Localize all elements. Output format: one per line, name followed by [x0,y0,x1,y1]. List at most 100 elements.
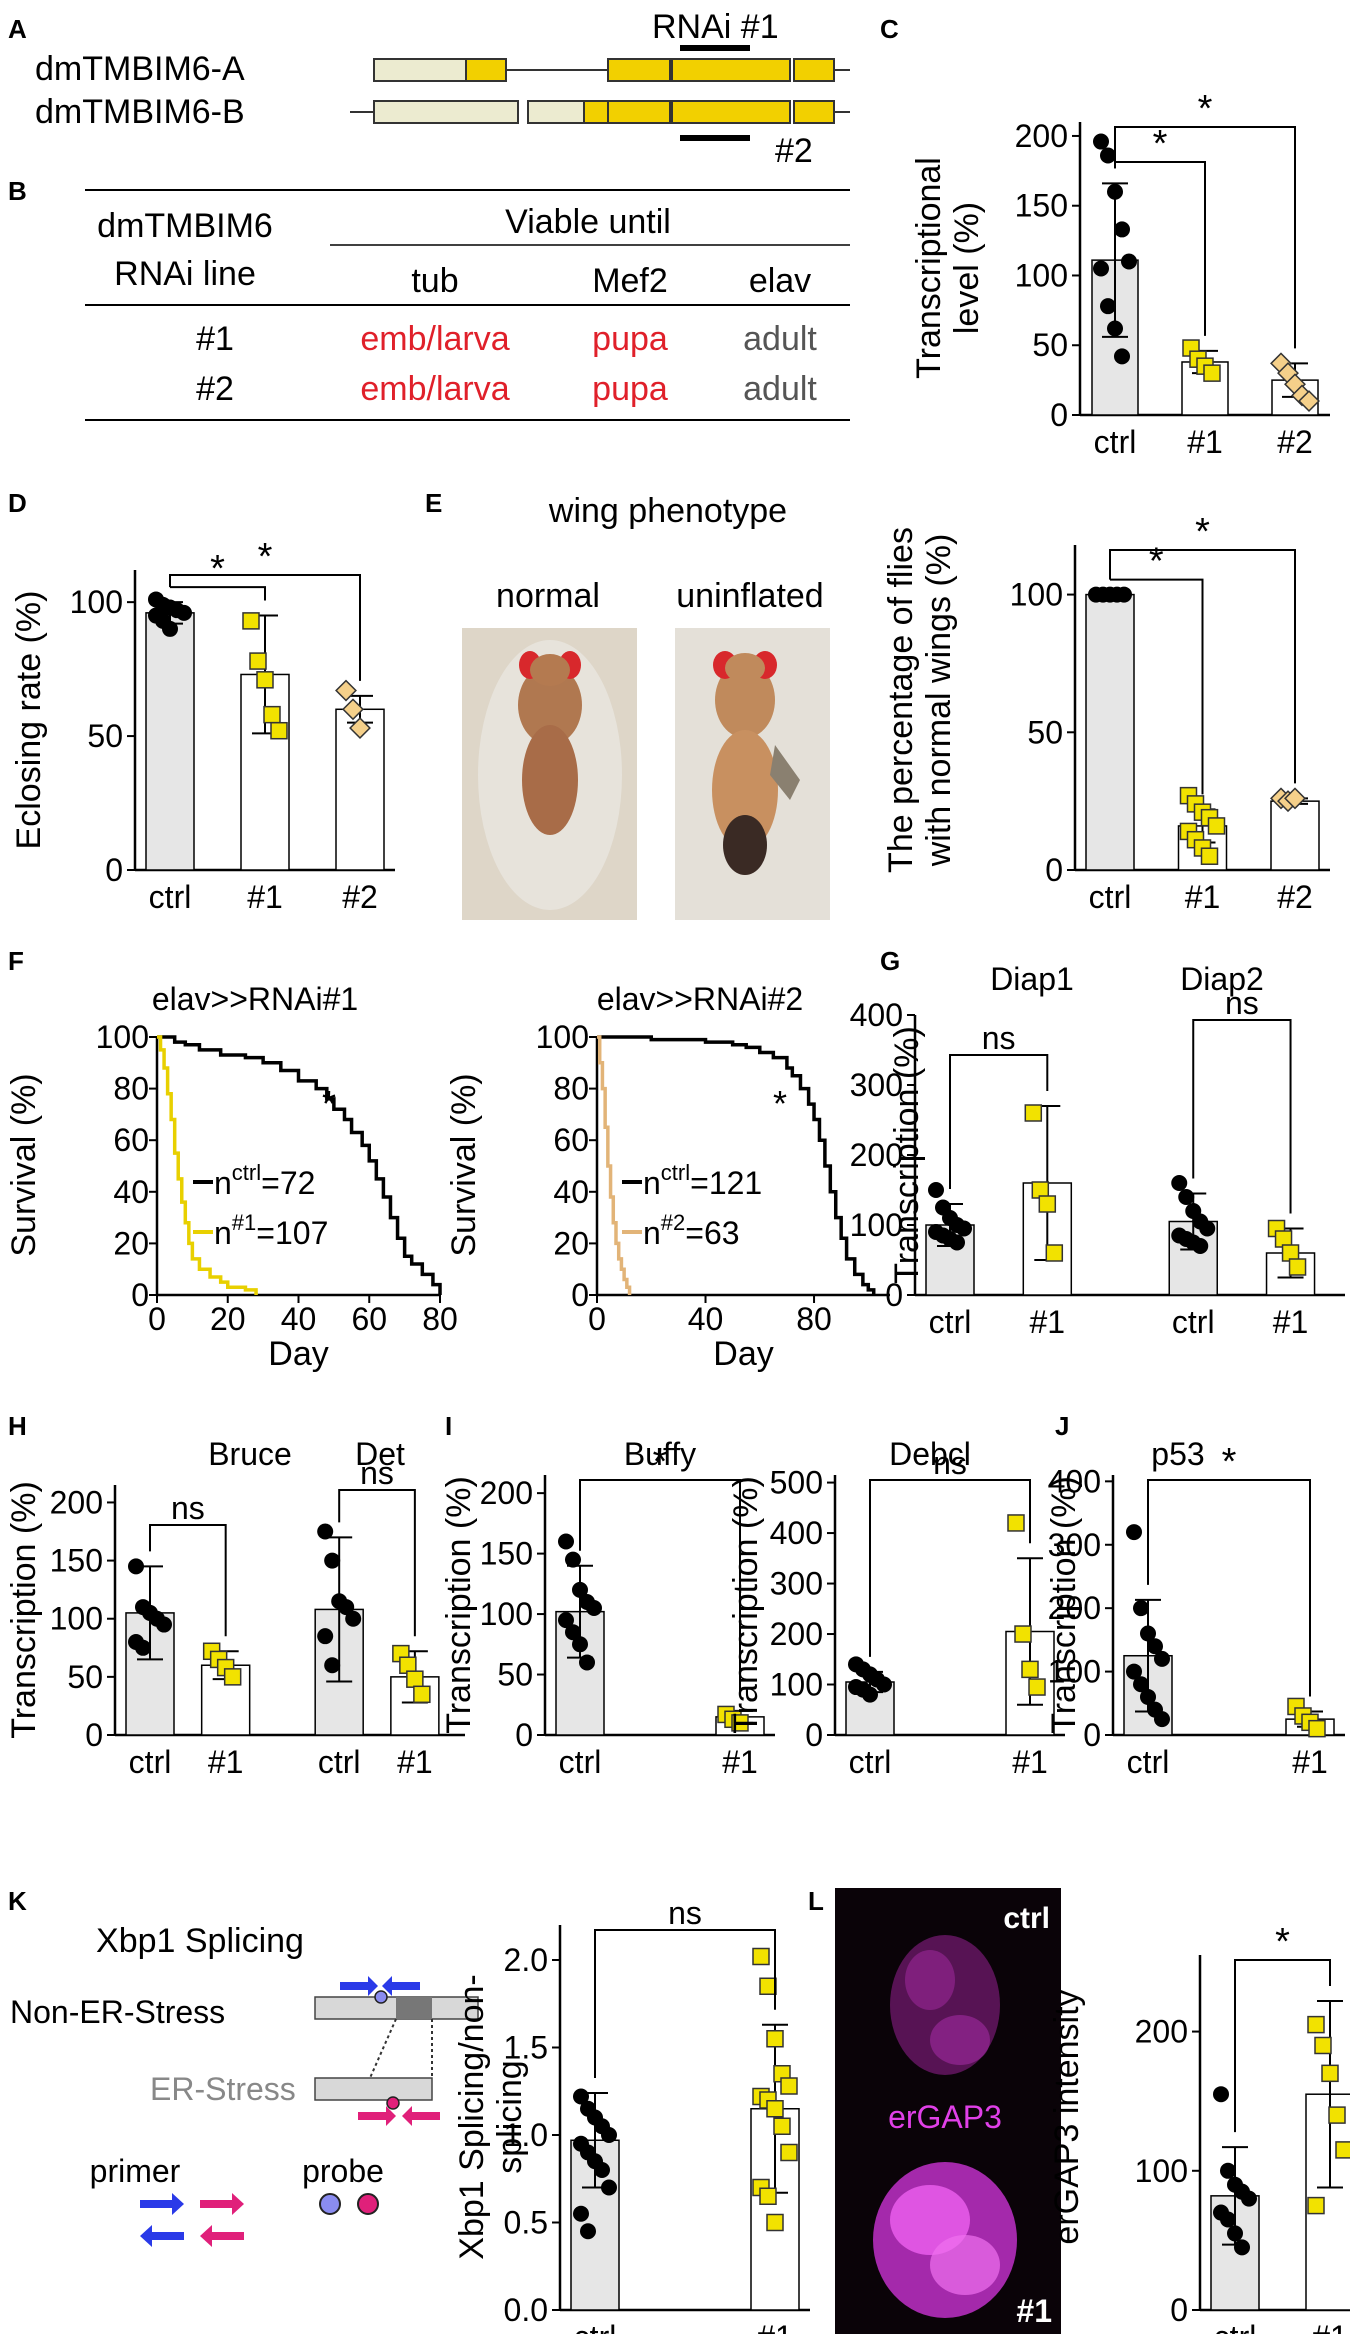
table-row: #1 emb/larva pupa adult [196,320,817,358]
x-tick-label: #1 [722,1744,758,1780]
y-tick-label: 40 [553,1174,589,1210]
significance-bracket [1147,1479,1311,1697]
y-tick-label: 100 [770,1667,823,1703]
row-tub: emb/larva [360,370,509,408]
significance-bracket [1109,549,1296,784]
y-tick-label: 100 [96,1019,149,1055]
data-point [1207,817,1226,835]
significance-label: * [1198,88,1213,130]
k-legend-primer-blue-1 [140,2193,184,2215]
x-tick-label: #1 [247,879,283,915]
y-tick-label: 20 [113,1225,149,1261]
panel-a: A dmTMBIM6-A dmTMBIM6-B RNAi #1 #2 [8,8,850,170]
y-tick-label: 50 [87,718,123,754]
data-point [862,1686,878,1703]
significance-label: ns [668,1895,702,1931]
y-tick-label: 0 [571,1277,589,1313]
significance-label: ns [171,1490,205,1526]
data-point [135,1639,151,1656]
data-point [1147,1638,1163,1655]
g-group-diap1: Diap1 [990,961,1074,997]
data-point [1154,1650,1170,1667]
bar [570,2139,620,2311]
y-axis-label: Transcription (%) [440,1476,478,1734]
table-col0-line1: dmTMBIM6 [97,207,273,245]
data-point [1321,2064,1339,2083]
y-axis-label: Xbp1 Splicing/non-splicing [453,1974,529,2259]
y-tick-label: 0 [1083,1717,1101,1753]
k-intron [396,1997,432,2019]
f2-title: elav>>RNAi#2 [597,981,803,1017]
data-point [876,1676,892,1693]
data-point [406,1670,424,1688]
x-tick-label: ctrl [129,1744,172,1780]
y-tick-label: 100 [1015,257,1068,293]
panel-label-c: C [880,14,899,44]
significance-label: * [1149,541,1164,583]
bar [1085,593,1135,871]
y-tick-label: 60 [553,1122,589,1158]
y-tick-label: 0 [85,1717,103,1753]
data-point [1171,1175,1188,1191]
h-group-det: Det [355,1436,405,1472]
significance-bracket [1234,1959,1331,2133]
f1-title: elav>>RNAi#1 [152,981,358,1017]
data-point [1133,1676,1149,1693]
data-point [558,1533,574,1550]
g-group-diap2: Diap2 [1180,961,1264,997]
panel-label-b: B [8,176,27,206]
panel-label-f: F [8,946,24,976]
y-tick-label: 300 [850,1067,903,1103]
y-tick-label: 50 [1032,327,1068,363]
y-axis-label: Survival (%) [445,1073,483,1256]
y-tick-label: 0.5 [504,2205,548,2241]
x-tick-label: 40 [281,1301,317,1337]
data-point [572,1636,588,1653]
i-title-debcl: Debcl [889,1436,971,1472]
y-tick-label: 2.0 [504,1942,548,1978]
f2-legend-rnai: n#2=63 [643,1210,740,1251]
table-row: #2 emb/larva pupa adult [196,370,817,408]
y-tick-label: 200 [850,1137,903,1173]
y-tick-label: 100 [50,1601,103,1637]
data-point [1335,2141,1350,2159]
rnai2-bar [680,135,750,141]
y-tick-label: 50 [1027,714,1063,750]
y-tick-label: 80 [553,1071,589,1107]
data-point [1045,1244,1064,1262]
y-tick-label: 200 [480,1475,533,1511]
y-axis-label: The percentage of flieswith normal wings… [882,527,958,873]
y-axis-label: Transcription (%) [888,1026,926,1284]
k-primer-blue-left [382,1976,420,1996]
y-tick-label: 400 [1048,1463,1101,1499]
j-title-p53: p53 [1151,1436,1204,1472]
table-col0-line2: RNAi line [114,255,256,293]
y-tick-label: 0 [131,1277,149,1313]
data-point [1154,1711,1170,1728]
transcript-a-label: dmTMBIM6-A [35,50,245,88]
x-tick-label: 80 [796,1301,832,1337]
panel-label-i: I [445,1411,452,1441]
data-point [565,1624,581,1641]
data-point [565,1551,581,1568]
panel-label-g: G [880,946,900,976]
data-point [1126,1663,1142,1680]
data-point [1028,1678,1046,1696]
k-legend-probe-pink [357,2193,379,2215]
y-tick-label: 150 [50,1543,103,1579]
data-point [573,2205,589,2222]
data-point [601,2127,617,2143]
k-primer-blue-right [340,1976,378,1996]
x-tick-label: #1 [1030,1304,1066,1340]
data-point [1114,348,1130,365]
data-point [1314,2036,1332,2055]
data-point [1227,2225,1243,2242]
data-point [342,698,364,721]
data-point [1234,2239,1250,2256]
x-tick-label: 0 [588,1301,606,1337]
y-tick-label: 200 [770,1616,823,1652]
gene-model-a [373,58,850,82]
data-point [586,1600,602,1617]
y-tick-label: 0 [515,1717,533,1753]
row-elav: adult [743,370,817,408]
